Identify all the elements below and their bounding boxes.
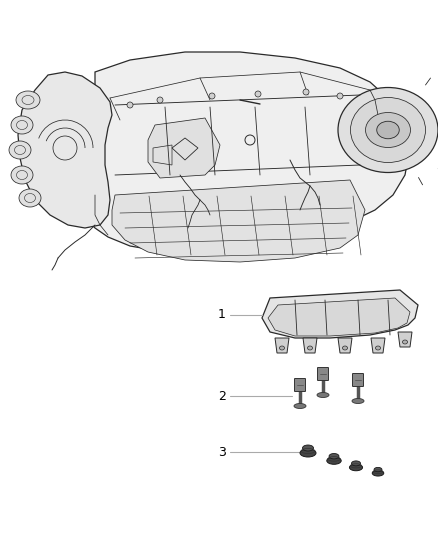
Ellipse shape bbox=[9, 141, 31, 159]
Ellipse shape bbox=[352, 399, 364, 403]
Polygon shape bbox=[371, 338, 385, 353]
Circle shape bbox=[209, 93, 215, 99]
Polygon shape bbox=[148, 118, 220, 178]
Polygon shape bbox=[18, 72, 112, 228]
Ellipse shape bbox=[317, 392, 329, 398]
Ellipse shape bbox=[377, 121, 399, 139]
Ellipse shape bbox=[300, 449, 316, 457]
Ellipse shape bbox=[279, 346, 285, 350]
Ellipse shape bbox=[350, 464, 363, 471]
Text: 2: 2 bbox=[218, 390, 226, 402]
Ellipse shape bbox=[365, 112, 410, 148]
Ellipse shape bbox=[16, 91, 40, 109]
Ellipse shape bbox=[372, 470, 384, 476]
Polygon shape bbox=[112, 180, 365, 262]
Polygon shape bbox=[275, 338, 289, 353]
Polygon shape bbox=[398, 332, 412, 347]
Ellipse shape bbox=[351, 461, 360, 466]
Ellipse shape bbox=[11, 166, 33, 184]
Ellipse shape bbox=[19, 189, 41, 207]
Ellipse shape bbox=[403, 340, 407, 344]
Polygon shape bbox=[262, 290, 418, 338]
Ellipse shape bbox=[303, 445, 314, 451]
Ellipse shape bbox=[11, 116, 33, 134]
Ellipse shape bbox=[338, 87, 438, 173]
Ellipse shape bbox=[327, 457, 341, 464]
Circle shape bbox=[337, 93, 343, 99]
Polygon shape bbox=[268, 298, 410, 336]
Circle shape bbox=[127, 102, 133, 108]
Ellipse shape bbox=[350, 98, 425, 163]
Ellipse shape bbox=[375, 346, 381, 350]
Ellipse shape bbox=[329, 454, 339, 459]
Circle shape bbox=[303, 89, 309, 95]
Ellipse shape bbox=[294, 403, 306, 408]
Circle shape bbox=[157, 97, 163, 103]
Polygon shape bbox=[72, 52, 410, 255]
FancyBboxPatch shape bbox=[353, 374, 364, 386]
FancyBboxPatch shape bbox=[318, 367, 328, 381]
Ellipse shape bbox=[374, 467, 382, 472]
Text: 3: 3 bbox=[218, 446, 226, 458]
Polygon shape bbox=[338, 338, 352, 353]
FancyBboxPatch shape bbox=[294, 378, 305, 392]
Ellipse shape bbox=[307, 346, 312, 350]
Text: 1: 1 bbox=[218, 309, 226, 321]
Ellipse shape bbox=[343, 346, 347, 350]
Circle shape bbox=[255, 91, 261, 97]
Polygon shape bbox=[303, 338, 317, 353]
